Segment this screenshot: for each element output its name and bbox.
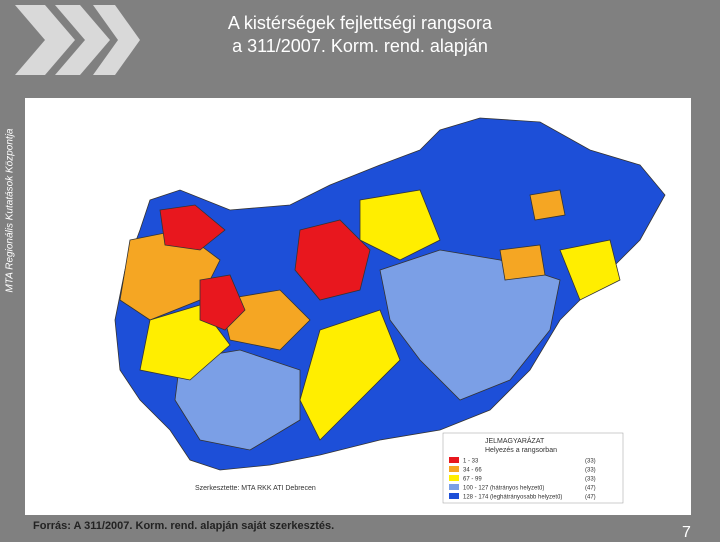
- legend: [442, 432, 624, 504]
- title-line: A kistérségek fejlettségi rangsora: [227, 13, 493, 33]
- legend-swatch: [449, 493, 459, 499]
- legend-swatch: [449, 484, 459, 490]
- legend-swatch: [449, 475, 459, 481]
- legend-label: 1 - 33: [463, 459, 479, 465]
- legend-count: (47): [585, 486, 596, 492]
- title-line: a 311/2007. Korm. rend. alapján: [232, 36, 488, 56]
- legend-title: JELMAGYARÁZAT: [485, 436, 545, 445]
- legend-label: 34 - 66: [463, 468, 482, 474]
- map: JELMAGYARÁZAT Helyezés a rangsorban Szer…: [25, 98, 691, 515]
- source: Forrás: A 311/2007. Korm. rend. alapján …: [33, 520, 335, 532]
- legend-subtitle: Helyezés a rangsorban: [485, 447, 557, 454]
- legend-label: 100 - 127 (hátrányos helyzetű): [463, 486, 544, 492]
- map-credit: Szerkesztette: MTA RKK ATI Debrecen: [195, 485, 316, 492]
- legend-count: (33): [585, 477, 596, 483]
- title: A kistérségek fejlettségi rangsora a 311…: [170, 12, 550, 58]
- legend-swatch: [449, 457, 459, 463]
- legend-count: (33): [585, 459, 596, 465]
- page-number: 7: [682, 524, 691, 541]
- legend-label: 67 - 99: [463, 477, 482, 483]
- legend-count: (33): [585, 468, 596, 474]
- legend-label: 128 - 174 (leghátrányosabb helyzetű): [463, 495, 562, 501]
- legend-count: (47): [585, 495, 596, 501]
- side-text: MTA Regionális Kutatások Központja: [4, 128, 16, 293]
- logo: [15, 5, 140, 75]
- legend-swatch: [449, 466, 459, 472]
